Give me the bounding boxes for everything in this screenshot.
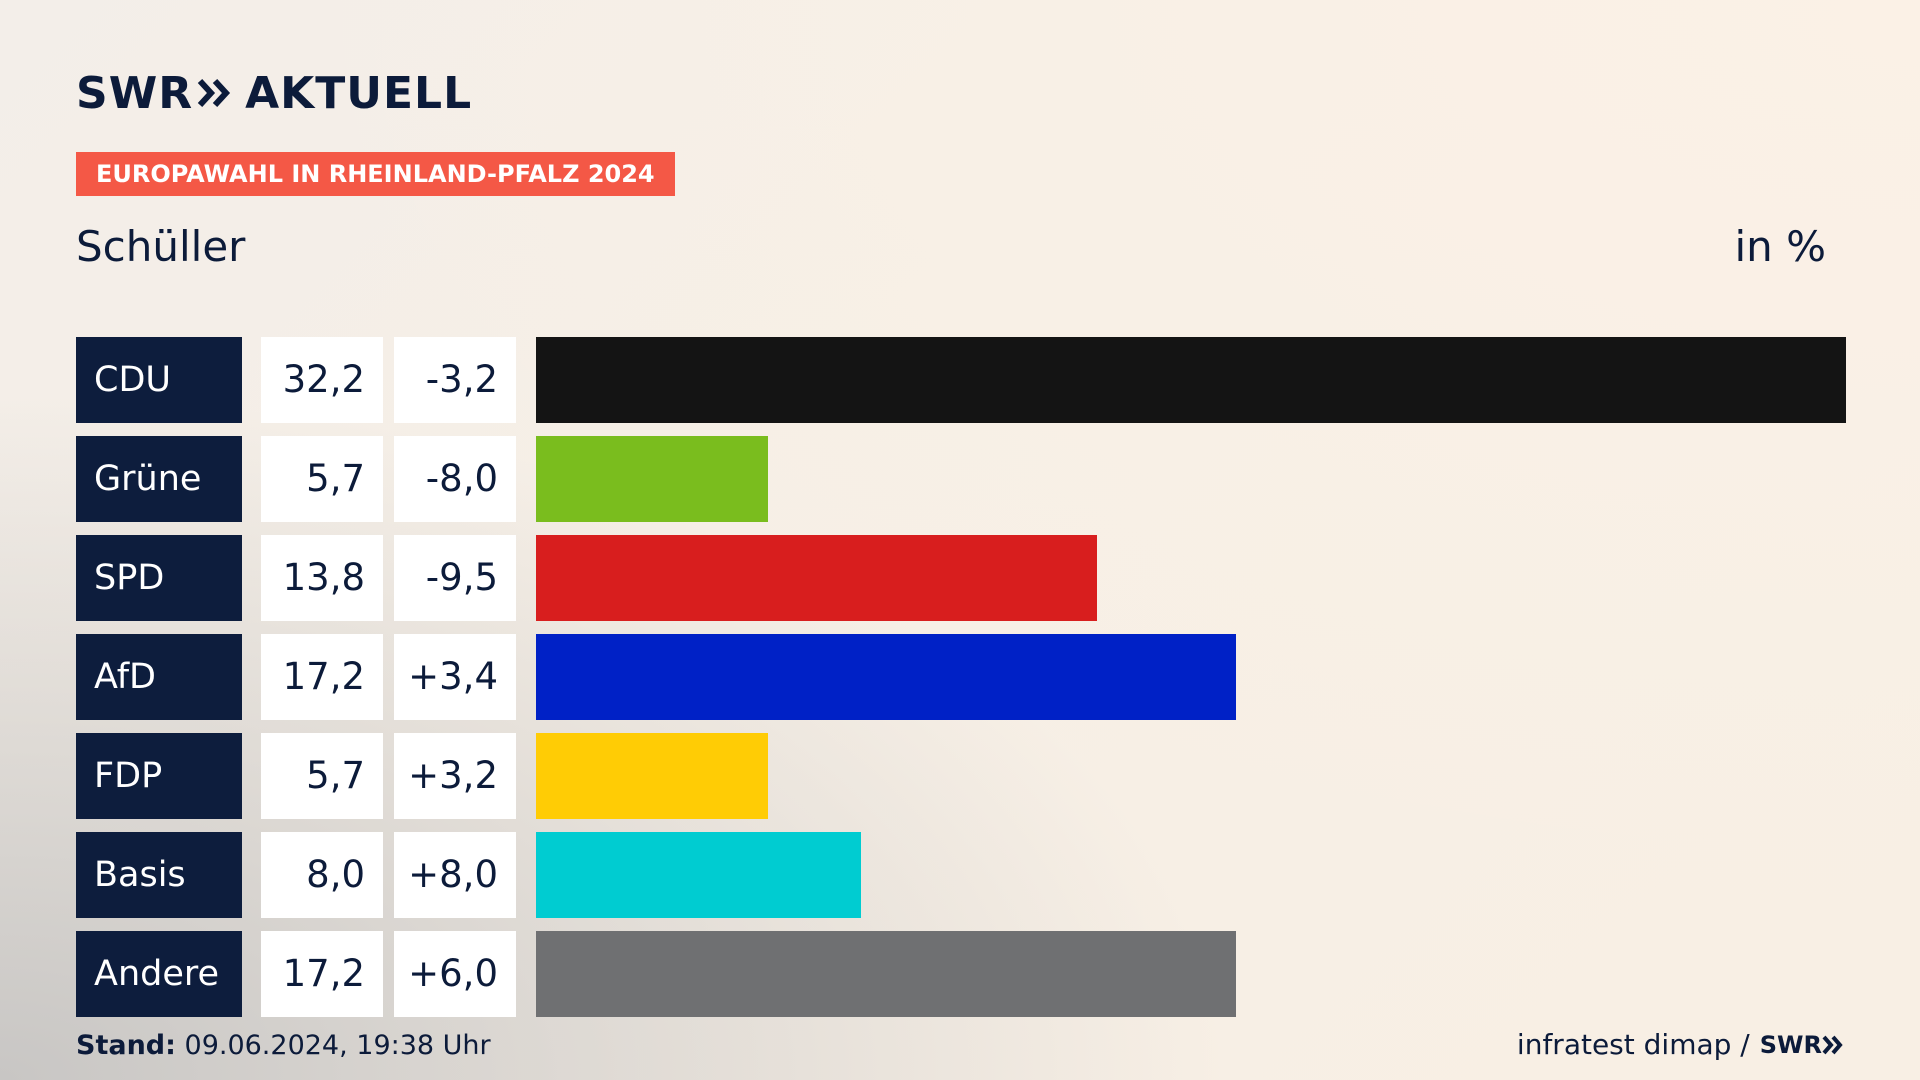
change-label: +3,4	[394, 634, 516, 720]
swr-small-logo: SWR	[1760, 1031, 1844, 1059]
change-label: -9,5	[394, 535, 516, 621]
change-label: +6,0	[394, 931, 516, 1017]
result-row: SPD 13,8 -9,5	[76, 535, 1846, 621]
logo-swr-text: SWR	[76, 67, 194, 119]
stand-value: 09.06.2024, 19:38 Uhr	[184, 1030, 491, 1061]
result-bar	[536, 436, 768, 522]
party-label: AfD	[76, 634, 242, 720]
result-row: FDP 5,7 +3,2	[76, 733, 1846, 819]
result-bar	[536, 535, 1097, 621]
result-bar	[536, 832, 861, 918]
vote-share-label: 13,8	[261, 535, 383, 621]
swr-small-text: SWR	[1759, 1030, 1822, 1059]
logo-aktuell-text: AKTUELL	[245, 67, 473, 119]
swr-aktuell-logo: SWR AKTUELL	[76, 67, 473, 119]
party-label: Andere	[76, 931, 242, 1017]
chart-title: Schüller	[76, 222, 246, 271]
result-bar	[536, 931, 1236, 1017]
party-label: Basis	[76, 832, 242, 918]
vote-share-label: 5,7	[261, 733, 383, 819]
result-row: Andere 17,2 +6,0	[76, 931, 1846, 1017]
result-bar	[536, 337, 1846, 423]
result-row: Grüne 5,7 -8,0	[76, 436, 1846, 522]
vote-share-label: 5,7	[261, 436, 383, 522]
result-row: CDU 32,2 -3,2	[76, 337, 1846, 423]
unit-label: in %	[1734, 222, 1826, 271]
double-chevron-small-icon	[1822, 1035, 1843, 1054]
change-label: +3,2	[394, 733, 516, 819]
change-label: -3,2	[394, 337, 516, 423]
vote-share-label: 32,2	[261, 337, 383, 423]
vote-share-label: 17,2	[261, 931, 383, 1017]
party-label: CDU	[76, 337, 242, 423]
result-bar	[536, 733, 768, 819]
vote-share-label: 17,2	[261, 634, 383, 720]
source-credit: infratest dimap / SWR	[1517, 1028, 1844, 1061]
timestamp: Stand: 09.06.2024, 19:38 Uhr	[76, 1030, 491, 1061]
result-bar	[536, 634, 1236, 720]
result-row: AfD 17,2 +3,4	[76, 634, 1846, 720]
vote-share-label: 8,0	[261, 832, 383, 918]
party-label: FDP	[76, 733, 242, 819]
change-label: -8,0	[394, 436, 516, 522]
party-label: SPD	[76, 535, 242, 621]
election-kicker: EUROPAWAHL IN RHEINLAND-PFALZ 2024	[76, 152, 675, 196]
stand-label: Stand:	[76, 1030, 176, 1061]
source-text: infratest dimap /	[1516, 1028, 1750, 1061]
change-label: +8,0	[394, 832, 516, 918]
result-row: Basis 8,0 +8,0	[76, 832, 1846, 918]
party-label: Grüne	[76, 436, 242, 522]
double-chevron-icon	[197, 68, 233, 119]
